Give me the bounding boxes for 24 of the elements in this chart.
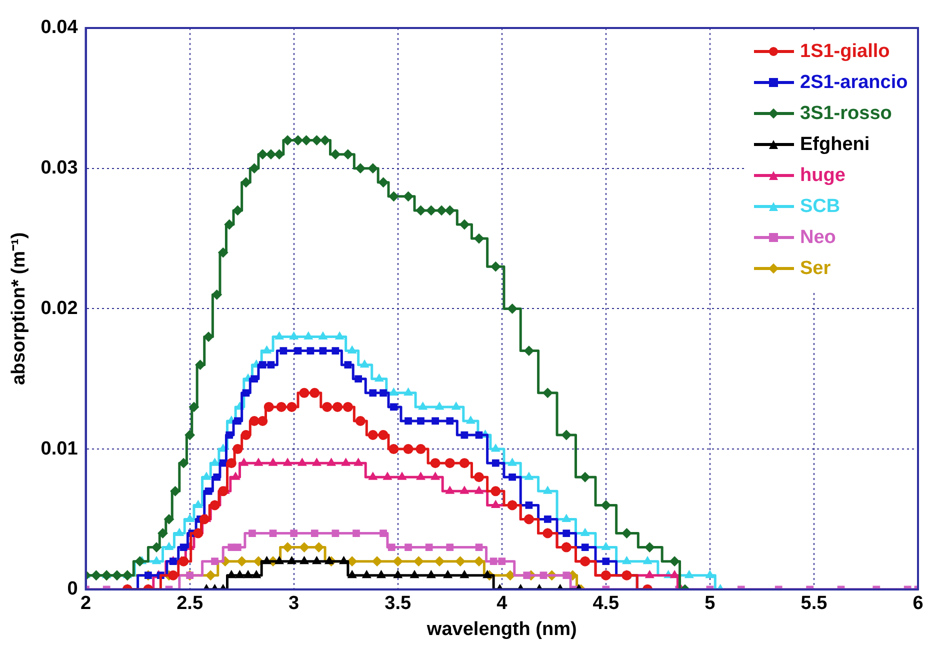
y-tick-label: 0 — [67, 578, 78, 600]
y-tick-label: 0.04 — [40, 17, 78, 38]
legend-label: huge — [800, 164, 846, 188]
legend-label: Efgheni — [800, 133, 870, 157]
y-axis-title: absorption* (m⁻¹) — [8, 232, 30, 386]
x-tick-label: 3 — [288, 593, 300, 614]
legend-label: 3S1-rosso — [800, 102, 892, 126]
legend-label: Ser — [800, 257, 831, 281]
y-tick-label: 0.03 — [40, 158, 78, 179]
x-axis-title: wavelength (nm) — [426, 618, 577, 640]
x-tick-label: 3.5 — [384, 593, 412, 614]
legend-label: 2S1-arancio — [800, 71, 908, 95]
x-tick-label: 2 — [80, 593, 92, 614]
legend-label: Neo — [800, 226, 836, 250]
x-tick-label: 4.5 — [592, 593, 620, 614]
x-tick-label: 5.5 — [800, 593, 828, 614]
y-tick-label: 0.01 — [40, 438, 78, 460]
legend-label: SCB — [800, 195, 840, 219]
x-tick-label: 5 — [704, 593, 716, 614]
x-tick-label: 6 — [912, 593, 924, 614]
x-tick-label: 4 — [496, 593, 508, 614]
legend-label: 1S1-giallo — [800, 40, 890, 64]
x-tick-label: 2.5 — [176, 593, 204, 614]
y-tick-label: 0.02 — [40, 298, 78, 319]
